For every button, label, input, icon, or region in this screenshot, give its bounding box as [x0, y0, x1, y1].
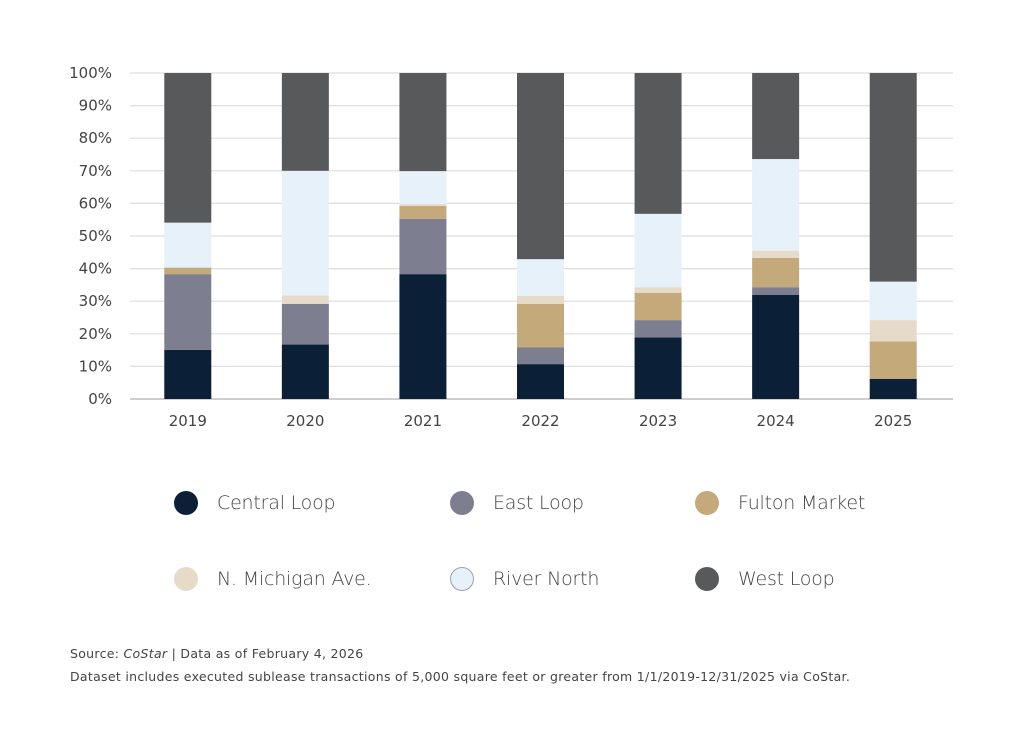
bar-segment-fulton-market-2022 [517, 303, 564, 348]
legend-swatch [695, 567, 719, 591]
legend-item-east-loop: East Loop [450, 491, 584, 515]
source-date: | Data as of February 4, 2026 [167, 646, 364, 661]
y-tick-label: 30% [79, 292, 112, 310]
bar-segment-river-north-2021 [399, 171, 447, 205]
bar-segment-east-loop-2022 [517, 347, 564, 365]
y-tick-label: 90% [79, 97, 112, 115]
y-tick-label: 70% [79, 162, 112, 180]
bar-segment-central-loop-2022 [517, 364, 564, 399]
bar-segment-n-michigan-ave-2025 [869, 320, 917, 342]
legend-label: Central Loop [217, 492, 336, 514]
source-line: Source: CoStar | Data as of February 4, … [70, 646, 364, 661]
legend-swatch [450, 491, 474, 515]
y-tick-label: 80% [79, 129, 112, 147]
legend-item-n-michigan-ave: N. Michigan Ave. [174, 567, 372, 591]
bar-segment-west-loop-2019 [164, 73, 212, 223]
bar-segment-central-loop-2019 [164, 349, 212, 399]
y-tick-label: 50% [79, 227, 112, 245]
legend-item-fulton-market: Fulton Market [695, 491, 865, 515]
bar-stack-2025 [869, 73, 917, 399]
bar-segment-east-loop-2023 [634, 320, 682, 338]
bar-segment-east-loop-2020 [281, 303, 329, 345]
axis: 0% 10% 20% 30% 40% 50% 60% 70% 80% 90% 100% 2019 202… [69, 64, 912, 430]
bar-segment-central-loop-2023 [634, 337, 682, 399]
x-tick-label: 2025 [874, 412, 912, 430]
bar-stack-2023 [634, 73, 682, 399]
bar-segment-river-north-2020 [281, 170, 329, 296]
legend-label: River North [493, 568, 600, 590]
bar-segment-central-loop-2025 [869, 378, 917, 399]
bar-segment-central-loop-2021 [399, 274, 447, 399]
legend-label: Fulton Market [738, 492, 866, 514]
bar-segment-fulton-market-2021 [399, 206, 447, 219]
y-tick-label: 10% [79, 357, 112, 375]
legend-label: N. Michigan Ave. [217, 568, 372, 590]
bar-stack-2019 [164, 73, 212, 399]
bar-segment-fulton-market-2025 [869, 341, 917, 379]
bar-segment-west-loop-2020 [281, 73, 329, 171]
bar-segment-fulton-market-2019 [164, 267, 212, 275]
bars [164, 73, 917, 399]
bar-segment-n-michigan-ave-2022 [517, 295, 564, 304]
legend: Central Loop East Loop Fulton Market N. … [174, 491, 865, 591]
bar-segment-n-michigan-ave-2021 [399, 204, 447, 207]
bar-stack-2022 [517, 73, 564, 399]
legend-item-central-loop: Central Loop [174, 491, 336, 515]
legend-item-west-loop: West Loop [695, 567, 835, 591]
bar-segment-east-loop-2019 [164, 274, 212, 350]
y-tick-label: 40% [79, 260, 112, 278]
bar-stack-2020 [281, 73, 329, 399]
bar-segment-river-north-2024 [752, 159, 800, 251]
y-tick-label: 100% [69, 64, 112, 82]
x-tick-label: 2023 [639, 412, 677, 430]
y-tick-label: 60% [79, 194, 112, 212]
x-tick-label: 2021 [404, 412, 442, 430]
y-tick-label: 0% [88, 390, 112, 408]
bar-segment-west-loop-2021 [399, 73, 447, 172]
bar-segment-n-michigan-ave-2023 [634, 287, 682, 293]
legend-swatch [174, 491, 198, 515]
legend-item-river-north: River North [450, 567, 599, 591]
bar-segment-central-loop-2020 [281, 344, 329, 399]
bar-segment-central-loop-2024 [752, 295, 800, 399]
bar-segment-west-loop-2023 [634, 73, 682, 214]
source-name: CoStar [123, 646, 168, 661]
bar-segment-river-north-2025 [869, 281, 917, 321]
bar-stack-2024 [752, 73, 800, 399]
source-prefix: Source: [70, 646, 124, 661]
dataset-note: Dataset includes executed sublease trans… [70, 669, 851, 684]
y-tick-label: 20% [79, 325, 112, 343]
legend-swatch [174, 567, 198, 591]
bar-segment-west-loop-2022 [517, 73, 564, 260]
legend-label: West Loop [738, 568, 835, 590]
bar-segment-n-michigan-ave-2024 [752, 250, 800, 258]
bar-segment-river-north-2022 [517, 259, 564, 296]
bar-segment-east-loop-2021 [399, 218, 447, 275]
bar-segment-fulton-market-2023 [634, 292, 682, 321]
bar-segment-east-loop-2024 [752, 287, 800, 296]
bar-stack-2021 [399, 73, 447, 399]
x-tick-label: 2024 [757, 412, 795, 430]
bar-segment-n-michigan-ave-2020 [281, 295, 329, 304]
x-tick-label: 2019 [169, 412, 207, 430]
x-tick-label: 2022 [521, 412, 559, 430]
stacked-bar-chart: 0% 10% 20% 30% 40% 50% 60% 70% 80% 90% 100% 2019 202… [69, 64, 953, 430]
x-tick-label: 2020 [286, 412, 324, 430]
bar-segment-river-north-2023 [634, 213, 682, 288]
bar-segment-fulton-market-2024 [752, 257, 800, 288]
legend-swatch [695, 491, 719, 515]
bar-segment-river-north-2019 [164, 222, 212, 268]
legend-swatch [450, 567, 474, 591]
bar-segment-west-loop-2024 [752, 73, 800, 160]
legend-label: East Loop [493, 492, 584, 514]
bar-segment-west-loop-2025 [869, 73, 917, 282]
